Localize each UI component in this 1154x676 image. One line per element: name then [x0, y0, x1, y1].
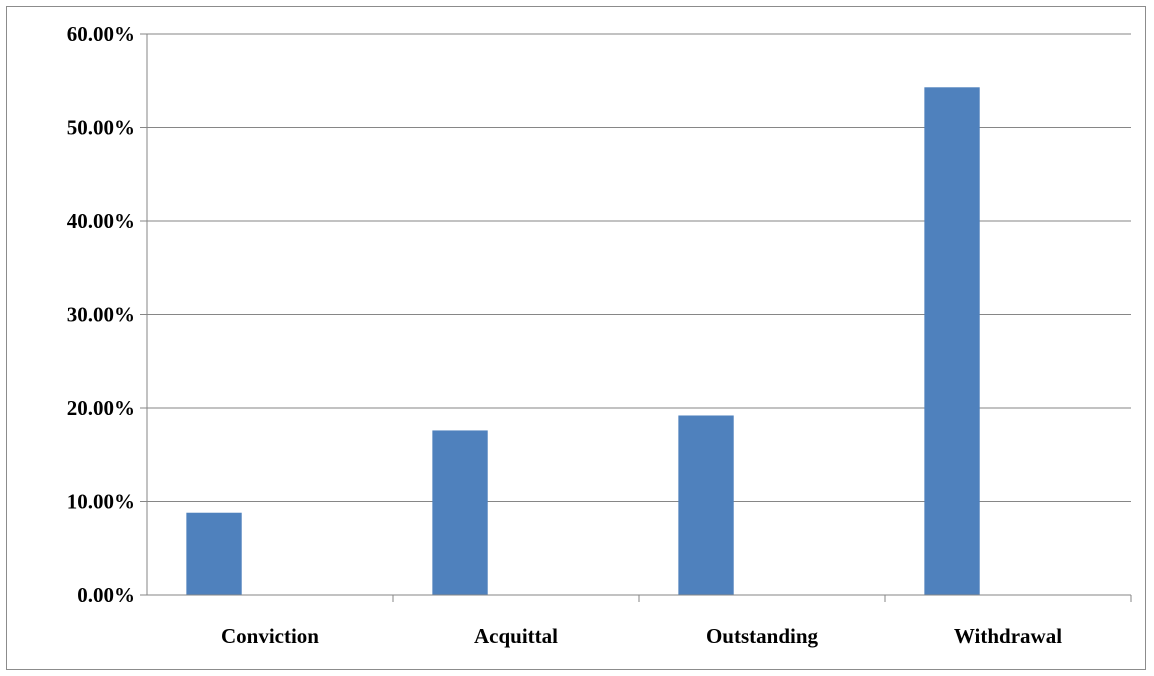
- y-tick-label: 20.00%: [67, 396, 135, 420]
- y-tick-label: 30.00%: [67, 303, 135, 327]
- bar-conviction: [186, 512, 242, 595]
- y-tick-labels: 0.00% 10.00% 20.00% 30.00% 40.00% 50.00% 60.00…: [67, 22, 135, 607]
- x-tick-label: Conviction: [221, 624, 319, 648]
- y-tick-label: 10.00%: [67, 490, 135, 514]
- bar-outstanding: [678, 415, 734, 595]
- axes: [140, 33, 1132, 602]
- x-tick-label: Withdrawal: [954, 624, 1062, 648]
- y-tick-label: 0.00%: [77, 583, 135, 607]
- y-tick-label: 50.00%: [67, 116, 135, 140]
- x-tick-label: Acquittal: [474, 624, 558, 648]
- gridlines: [147, 33, 1131, 502]
- bar-withdrawal: [924, 87, 980, 596]
- y-tick-label: 40.00%: [67, 209, 135, 233]
- x-tick-label: Outstanding: [706, 624, 819, 648]
- bar-acquittal: [432, 430, 488, 595]
- bars: [186, 87, 980, 596]
- x-tick-labels: Conviction Acquittal Outstanding Withdrawal: [221, 624, 1062, 648]
- y-tick-label: 60.00%: [67, 22, 135, 46]
